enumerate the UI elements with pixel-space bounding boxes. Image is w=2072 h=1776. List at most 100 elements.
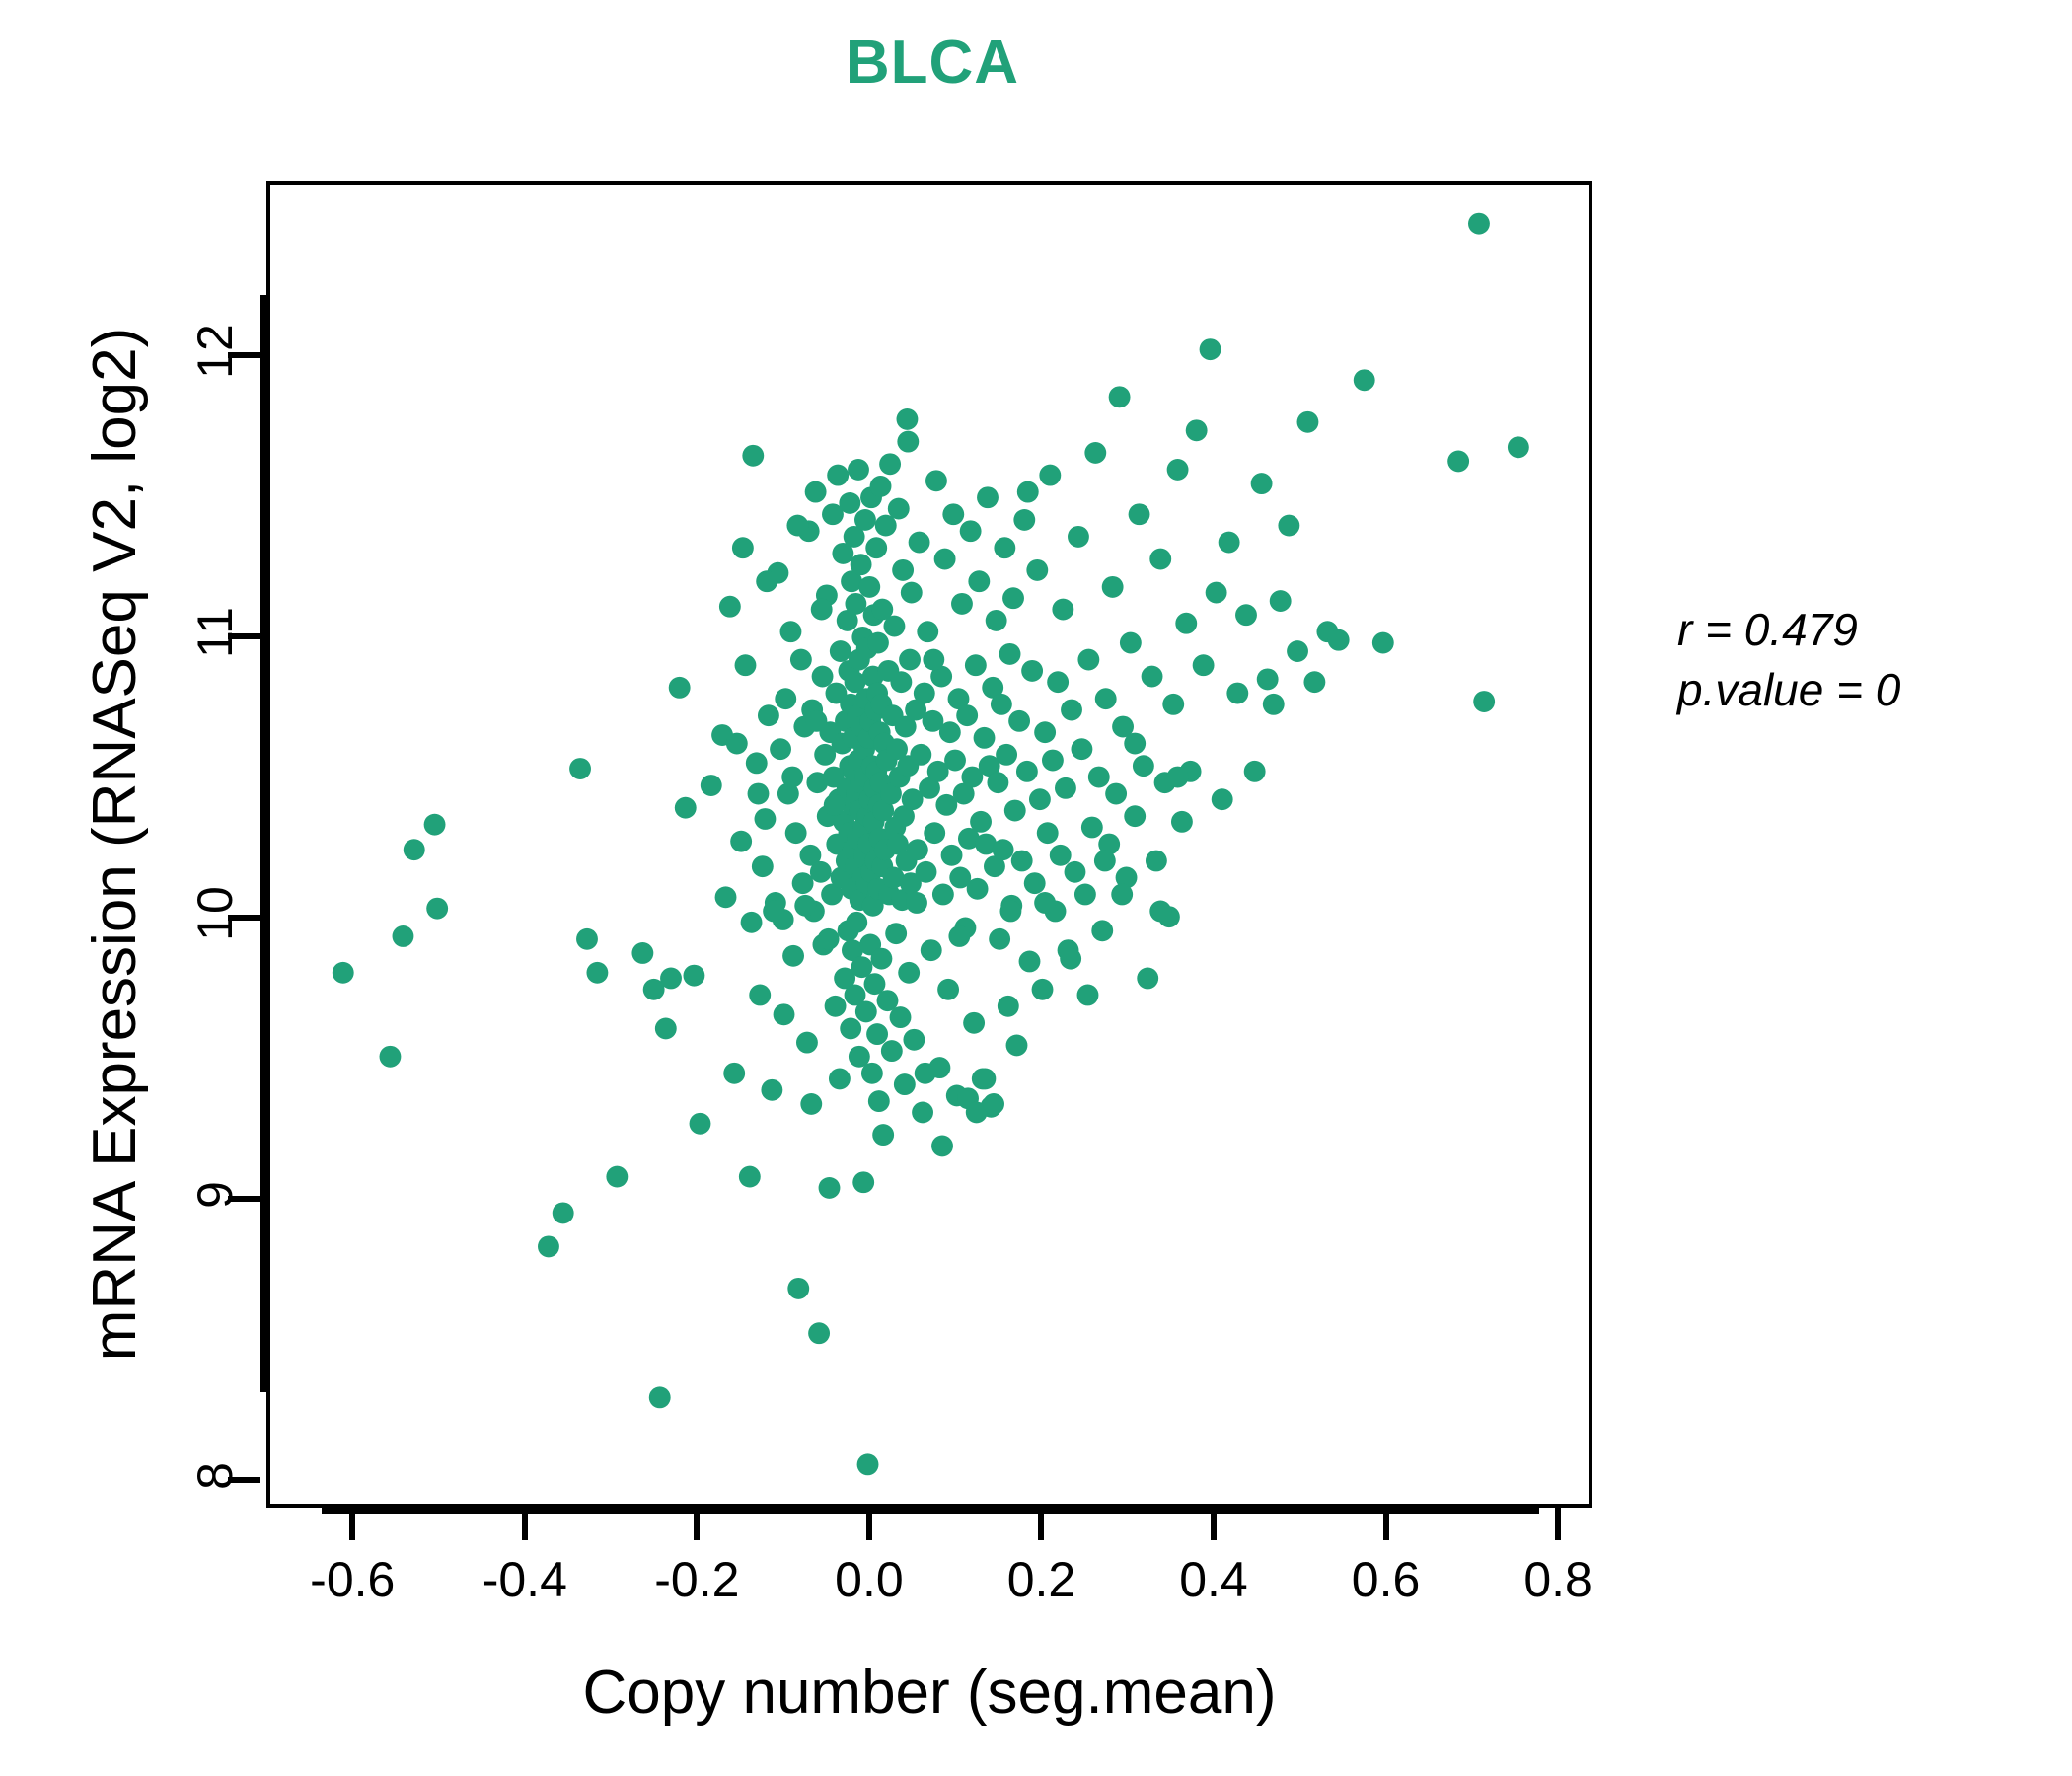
data-point — [1016, 481, 1039, 503]
data-point — [844, 984, 866, 1006]
x-tick — [1382, 1508, 1389, 1540]
x-tick-label: -0.6 — [310, 1552, 396, 1607]
data-point — [1371, 631, 1394, 654]
data-point — [1028, 788, 1051, 811]
y-tick-label: 11 — [187, 606, 243, 658]
data-point — [1031, 978, 1054, 1000]
data-point — [1296, 410, 1319, 433]
data-point — [867, 1090, 890, 1113]
data-point — [930, 665, 953, 688]
data-point — [899, 648, 921, 671]
data-point — [1205, 581, 1227, 604]
data-point — [905, 699, 927, 721]
data-point — [850, 554, 872, 576]
data-point — [992, 839, 1014, 861]
data-point — [845, 592, 867, 615]
data-point — [796, 1031, 818, 1054]
data-point — [872, 1124, 895, 1147]
data-point — [1080, 816, 1103, 839]
data-point — [898, 961, 921, 984]
data-point — [1093, 850, 1116, 872]
y-tick-label: 12 — [187, 323, 243, 379]
data-point — [825, 682, 848, 704]
data-point — [983, 1092, 1004, 1115]
data-point — [791, 872, 814, 895]
data-point — [1235, 604, 1257, 627]
data-point — [1064, 860, 1086, 883]
data-point — [538, 1235, 559, 1258]
y-tick — [228, 1476, 260, 1483]
x-tick — [1038, 1508, 1045, 1540]
data-point — [1112, 715, 1135, 738]
data-point — [915, 860, 937, 883]
data-point — [906, 839, 928, 861]
data-point — [1005, 1034, 1028, 1057]
data-point — [956, 704, 979, 727]
data-point — [938, 721, 961, 744]
data-point — [808, 1322, 831, 1345]
data-point — [821, 883, 844, 906]
data-point — [982, 676, 1004, 699]
data-point — [761, 1078, 783, 1101]
stats-annotation: r = 0.479 p.value = 0 — [1677, 600, 1900, 719]
data-point — [799, 844, 822, 866]
data-point — [920, 939, 942, 962]
data-point — [861, 894, 884, 917]
x-tick-label: 0.2 — [1006, 1552, 1076, 1607]
y-axis: 8 9 10 11 12 — [187, 181, 267, 1508]
data-point — [787, 1277, 810, 1299]
data-point — [965, 1101, 988, 1124]
data-point — [789, 648, 812, 671]
data-point — [1060, 947, 1082, 970]
data-point — [586, 961, 609, 984]
data-point — [836, 609, 858, 631]
x-tick — [1555, 1508, 1562, 1540]
data-point — [860, 1062, 883, 1084]
y-tick-label: 8 — [187, 1461, 243, 1490]
data-point — [870, 947, 893, 970]
data-point — [977, 486, 999, 509]
data-point — [648, 1386, 671, 1409]
data-point — [1091, 920, 1114, 942]
data-point — [814, 743, 837, 766]
data-point — [1013, 508, 1036, 531]
data-point — [876, 990, 899, 1012]
data-point — [700, 775, 722, 796]
data-point — [935, 793, 958, 816]
data-point — [668, 676, 691, 699]
data-point — [1098, 833, 1121, 855]
data-point — [890, 671, 913, 694]
data-point — [794, 894, 817, 917]
data-point — [879, 453, 902, 476]
data-point — [996, 743, 1018, 766]
data-point — [1054, 777, 1076, 799]
data-point — [1041, 749, 1064, 772]
data-point — [990, 693, 1012, 715]
data-point — [914, 1062, 936, 1084]
data-point — [1175, 612, 1198, 634]
data-point — [922, 709, 944, 732]
data-point — [1115, 866, 1138, 889]
data-point — [1111, 883, 1134, 906]
data-point — [1166, 766, 1189, 788]
data-point — [730, 830, 753, 852]
x-axis-line — [322, 1508, 1539, 1514]
data-point — [1278, 514, 1300, 537]
data-point — [840, 1017, 862, 1040]
data-point — [872, 799, 895, 822]
x-tick — [349, 1508, 356, 1540]
data-point — [871, 598, 894, 621]
data-point — [731, 537, 754, 559]
data-point — [392, 925, 414, 947]
x-axis-title: Copy number (seg.mean) — [582, 1659, 1277, 1727]
data-point — [897, 430, 920, 453]
data-point — [660, 967, 682, 990]
data-point — [1199, 338, 1221, 361]
data-point — [782, 944, 805, 967]
data-point — [924, 822, 946, 845]
data-point — [1211, 788, 1233, 811]
x-tick-label: 0.8 — [1523, 1552, 1592, 1607]
data-point — [1185, 419, 1208, 442]
data-point — [874, 514, 897, 537]
data-point — [1108, 386, 1131, 408]
